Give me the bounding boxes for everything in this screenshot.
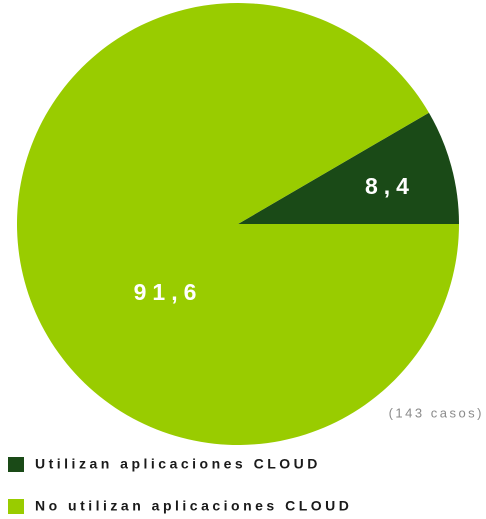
annotation: (143 casos) bbox=[389, 405, 484, 420]
legend-label: No utilizan aplicaciones CLOUD bbox=[35, 498, 352, 514]
value-label: 91,6 bbox=[134, 279, 203, 305]
legend-swatch bbox=[8, 499, 24, 514]
legend-swatch bbox=[8, 457, 24, 472]
legend-label: Utilizan aplicaciones CLOUD bbox=[35, 456, 321, 472]
pie-slice bbox=[16, 2, 459, 446]
pie-slice bbox=[238, 112, 459, 224]
value-label: 8,4 bbox=[365, 173, 415, 199]
